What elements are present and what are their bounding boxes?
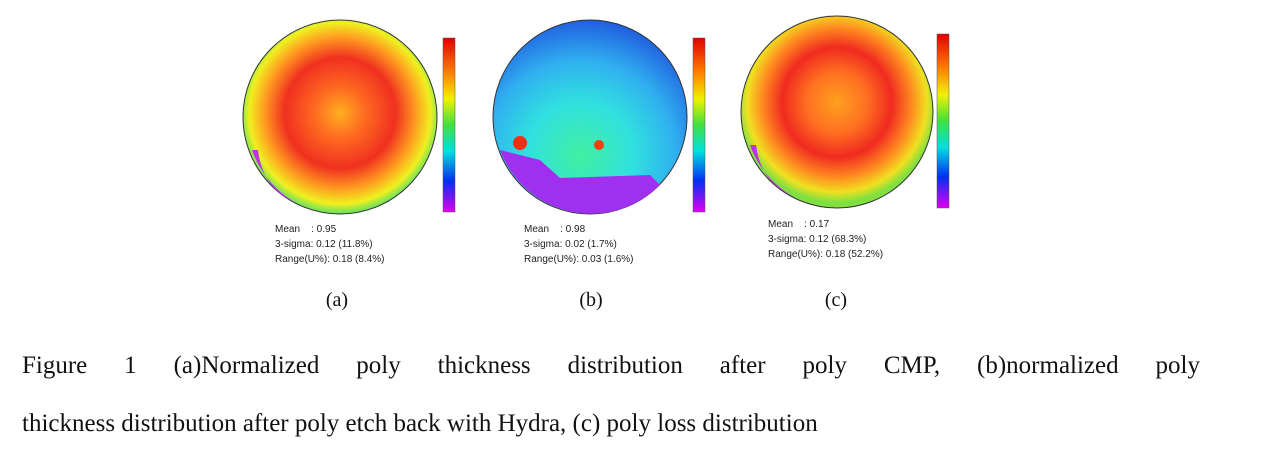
stat-line: Mean : 0.98 xyxy=(524,224,586,235)
stat-line: 3-sigma: 0.02 (1.7%) xyxy=(524,239,617,250)
stat-line: Mean : 0.95 xyxy=(275,224,337,235)
caption-line: thickness distribution after poly etch b… xyxy=(22,410,818,437)
stat-line: Range(U%): 0.18 (52.2%) xyxy=(768,249,883,260)
stat-line: 3-sigma: 0.12 (68.3%) xyxy=(768,234,866,245)
panel-label: (b) xyxy=(579,289,602,311)
stat-line: Range(U%): 0.18 (8.4%) xyxy=(275,254,385,265)
stat-line: 3-sigma: 0.12 (11.8%) xyxy=(275,239,373,250)
wafer-map-b xyxy=(492,19,706,215)
panel-label: (c) xyxy=(825,289,847,311)
wafer-map-a xyxy=(242,19,456,215)
caption-line: Figure 1 (a)Normalized poly thickness di… xyxy=(22,352,1200,379)
panel-label: (a) xyxy=(326,289,348,311)
wafer-map-c xyxy=(740,15,950,209)
stat-line: Mean : 0.17 xyxy=(768,219,830,230)
figure: Mean : 0.95 3-sigma: 0.12 (11.8%) Range(U%… xyxy=(242,15,950,311)
stat-line: Range(U%): 0.03 (1.6%) xyxy=(524,254,634,265)
